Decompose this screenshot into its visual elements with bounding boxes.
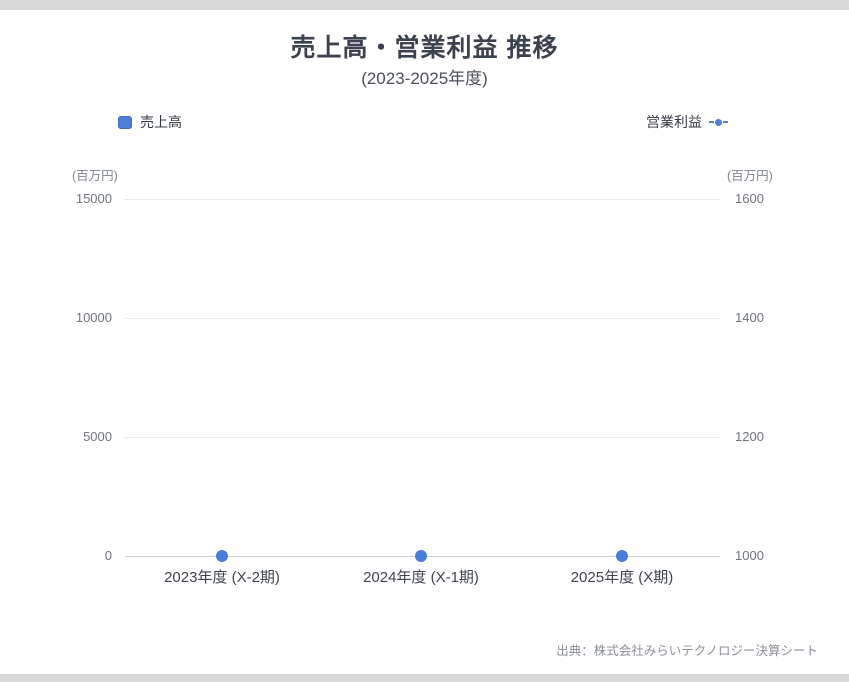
right-axis-tick: 1000 (735, 548, 764, 563)
page-edge-bottom (0, 674, 849, 682)
gridline-top (125, 199, 720, 200)
right-axis-tick: 1400 (735, 310, 764, 325)
left-axis-tick: 5000 (83, 429, 112, 444)
page-edge-top (0, 0, 849, 10)
gridline-low (125, 437, 720, 438)
x-axis-label-2023: 2023年度 (X-2期) (164, 569, 280, 586)
right-axis-unit: (百万円) (727, 169, 773, 183)
chart-title: 売上高・営業利益 推移 (290, 34, 559, 62)
data-point-2025 (616, 550, 628, 562)
source-note: 出典：株式会社みらいテクノロジー決算シート (556, 644, 818, 658)
legend-sales-label: 売上高 (140, 114, 182, 130)
data-point-2024 (415, 550, 427, 562)
data-point-2023 (216, 550, 228, 562)
gridline-mid (125, 318, 720, 319)
left-axis-tick: 15000 (75, 191, 112, 206)
left-axis-tick: 10000 (75, 310, 112, 325)
chart-subtitle: (2023-2025年度) (361, 69, 488, 88)
legend-profit-label: 営業利益 (646, 114, 702, 130)
left-axis-tick: 0 (104, 548, 112, 563)
line-marker-icon (709, 118, 728, 126)
left-axis-unit: (百万円) (72, 169, 118, 183)
right-axis-tick: 1600 (735, 191, 764, 206)
legend-item-operating-profit: 営業利益 (628, 112, 728, 132)
right-axis-tick: 1200 (735, 429, 764, 444)
legend-item-sales: 売上高 (118, 112, 182, 132)
bar-swatch-icon (118, 115, 132, 129)
x-axis-label-2025: 2025年度 (X期) (570, 569, 674, 586)
x-axis-label-2024: 2024年度 (X-1期) (363, 569, 479, 586)
